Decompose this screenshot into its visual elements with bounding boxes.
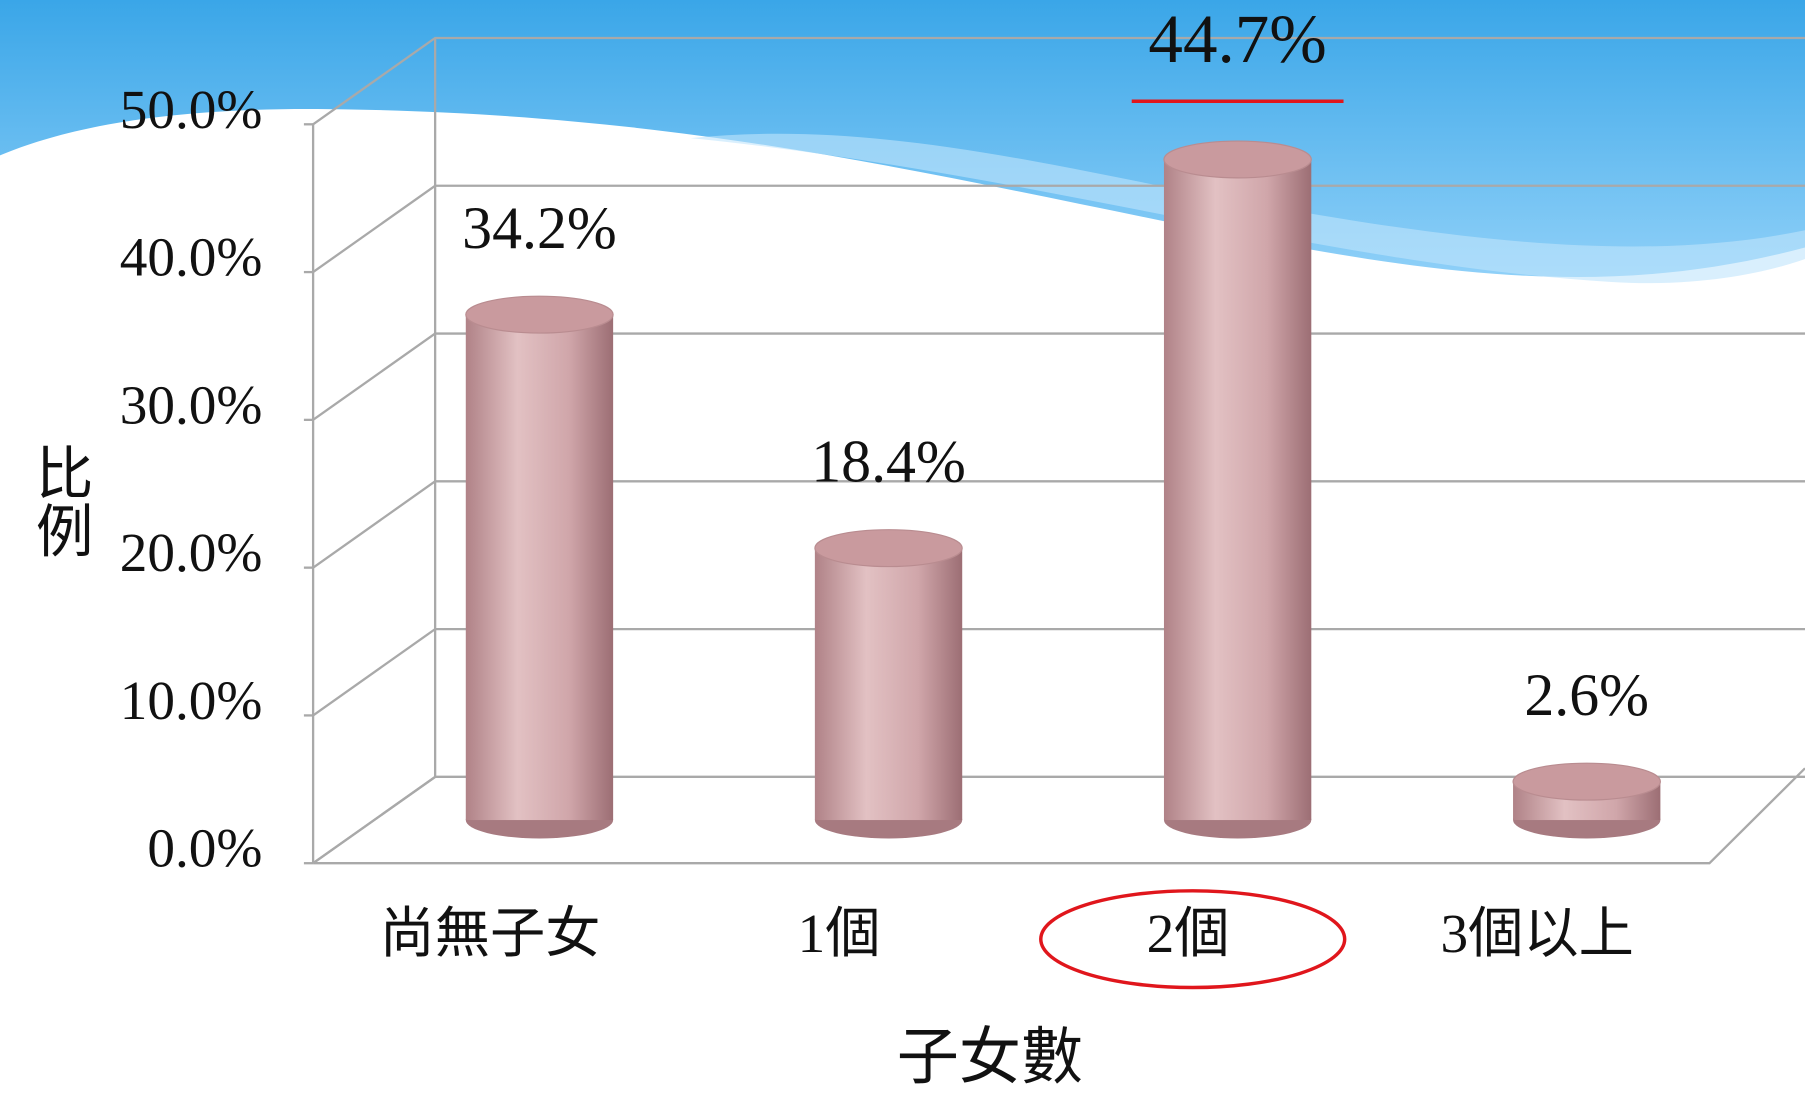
- y-tick-label: 50.0%: [120, 79, 263, 140]
- bar: [465, 314, 614, 821]
- grid-line: [312, 332, 1805, 421]
- y-tick-label: 10.0%: [120, 670, 263, 731]
- x-tick-label: 2個: [1147, 903, 1230, 964]
- y-tick-label: 20.0%: [120, 522, 263, 583]
- bar-top: [465, 295, 614, 334]
- value-label: 2.6%: [1524, 662, 1649, 728]
- bar-top: [1163, 140, 1312, 179]
- value-label: 34.2%: [462, 195, 617, 261]
- y-axis-label: 比例: [26, 443, 93, 558]
- grid-line: [312, 775, 1805, 865]
- grid-line: [312, 480, 1805, 569]
- value-label: 44.7%: [1148, 0, 1326, 77]
- grid-line: [312, 184, 1805, 274]
- bar: [1163, 159, 1312, 821]
- grid-line: [312, 627, 1805, 717]
- x-tick-label: 1個: [798, 903, 881, 964]
- background-wave: [0, 0, 1805, 278]
- x-tick-label: 3個以上: [1441, 903, 1634, 964]
- y-tick-label: 0.0%: [147, 818, 262, 879]
- x-tick-label: 尚無子女: [379, 903, 600, 964]
- x-axis-label: 子女數: [897, 1020, 1083, 1093]
- grid-line: [312, 36, 1805, 126]
- bar-top: [1512, 762, 1661, 801]
- y-tick-label: 40.0%: [120, 227, 263, 288]
- highlight-circle: [1039, 889, 1347, 990]
- value-label: 18.4%: [811, 428, 966, 494]
- y-tick-label: 30.0%: [120, 374, 263, 435]
- plot-area: 0.0% 10.0% 20.0% 30.0% 40.0% 50.0% 34.2% 尚無子女 18…: [120, 0, 1805, 990]
- bar-top: [814, 529, 963, 568]
- bar: [814, 548, 963, 821]
